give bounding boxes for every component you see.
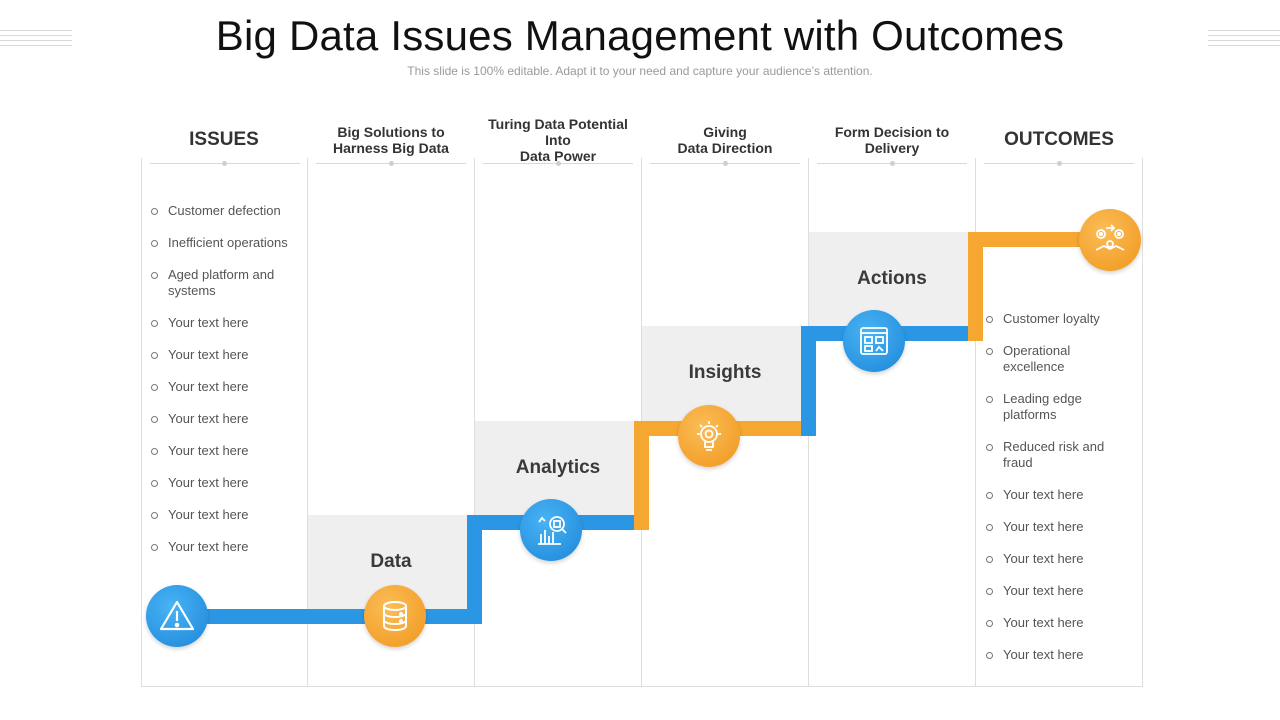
column-header-issues: ISSUES xyxy=(189,129,259,150)
list-item: Reduced risk and fraud xyxy=(985,439,1125,471)
list-item: Your text here xyxy=(150,475,300,491)
list-item: Your text here xyxy=(985,583,1125,599)
outcomes-list: Customer loyalty Operational excellence … xyxy=(985,311,1125,679)
header-dot xyxy=(389,161,394,166)
column-divider xyxy=(975,158,976,686)
list-item: Leading edge platforms xyxy=(985,391,1125,423)
list-item: Your text here xyxy=(985,487,1125,503)
list-item: Your text here xyxy=(150,443,300,459)
issues-list: Customer defection Inefficient operation… xyxy=(150,203,300,571)
dashboard-icon xyxy=(843,310,905,372)
warning-icon xyxy=(146,585,208,647)
header-dot xyxy=(222,161,227,166)
analytics-magnifier-icon xyxy=(520,499,582,561)
column-header-outcomes: OUTCOMES xyxy=(1004,129,1114,150)
path-segment-orange xyxy=(634,421,649,530)
list-item: Inefficient operations xyxy=(150,235,300,251)
header-dot xyxy=(890,161,895,166)
step-label-data: Data xyxy=(370,551,412,572)
list-item: Your text here xyxy=(985,615,1125,631)
header-dot xyxy=(1057,161,1062,166)
list-item: Your text here xyxy=(985,647,1125,663)
list-item: Customer defection xyxy=(150,203,300,219)
database-icon xyxy=(364,585,426,647)
path-segment-orange xyxy=(968,232,983,341)
lightbulb-icon xyxy=(678,405,740,467)
step-label-insights: Insights xyxy=(688,362,762,383)
column-header-data-potential: Turing Data Potential Into Data Power xyxy=(488,116,628,164)
list-item: Your text here xyxy=(150,315,300,331)
step-box-insights: Insights xyxy=(642,326,808,421)
list-item: Your text here xyxy=(150,507,300,523)
column-divider xyxy=(307,158,308,686)
gears-handshake-icon xyxy=(1079,209,1141,271)
path-segment-blue xyxy=(178,609,482,624)
step-label-analytics: Analytics xyxy=(515,457,601,478)
list-item: Your text here xyxy=(985,519,1125,535)
list-item: Your text here xyxy=(985,551,1125,567)
column-baseline xyxy=(141,686,1143,687)
path-segment-orange xyxy=(968,232,1110,247)
column-header-decision-delivery: Form Decision to Delivery xyxy=(834,124,950,156)
header-dot xyxy=(556,161,561,166)
header-dot xyxy=(723,161,728,166)
column-header-big-solutions: Big Solutions to Harness Big Data xyxy=(333,124,449,156)
column-divider xyxy=(141,158,142,686)
list-item: Operational excellence xyxy=(985,343,1125,375)
path-segment-blue xyxy=(801,326,816,436)
list-item: Customer loyalty xyxy=(985,311,1125,327)
column-header-data-direction: Giving Data Direction xyxy=(677,124,773,156)
decorative-lines-left xyxy=(0,30,72,50)
column-divider xyxy=(474,158,475,686)
path-segment-blue xyxy=(467,515,482,624)
column-divider xyxy=(1142,158,1143,686)
page-title: Big Data Issues Management with Outcomes xyxy=(215,12,1065,59)
decorative-lines-right xyxy=(1208,30,1280,50)
list-item: Your text here xyxy=(150,539,300,555)
step-box-actions: Actions xyxy=(809,232,975,326)
step-label-actions: Actions xyxy=(857,268,927,289)
page-subtitle: This slide is 100% editable. Adapt it to… xyxy=(407,64,873,78)
list-item: Your text here xyxy=(150,411,300,427)
list-item: Your text here xyxy=(150,347,300,363)
list-item: Your text here xyxy=(150,379,300,395)
list-item: Aged platform and systems xyxy=(150,267,300,299)
